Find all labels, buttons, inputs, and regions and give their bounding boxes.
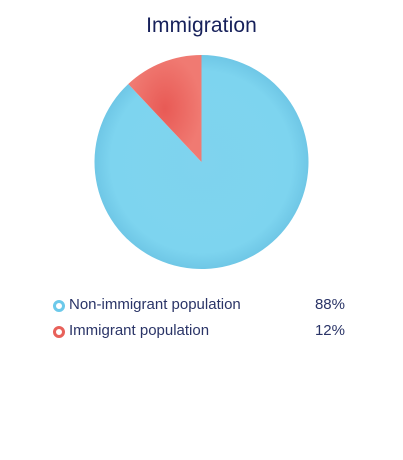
legend-value: 88%: [314, 296, 345, 313]
legend-item-non-immigrant[interactable]: Non-immigrant population 88%: [53, 296, 345, 322]
legend-label: Non-immigrant population: [69, 296, 241, 313]
pie-slice-non-immigrant[interactable]: [94, 55, 309, 269]
pie-slice-immigrant[interactable]: [128, 55, 202, 162]
legend: Non-immigrant population 88% Immigrant p…: [53, 296, 345, 348]
legend-marker-icon: [53, 326, 65, 338]
legend-marker-icon: [53, 300, 65, 312]
legend-item-immigrant[interactable]: Immigrant population 12%: [53, 322, 345, 348]
legend-value: 12%: [314, 322, 345, 339]
pie-chart: [94, 55, 309, 269]
legend-label: Immigrant population: [69, 322, 210, 339]
chart-title: Immigration: [146, 14, 257, 37]
